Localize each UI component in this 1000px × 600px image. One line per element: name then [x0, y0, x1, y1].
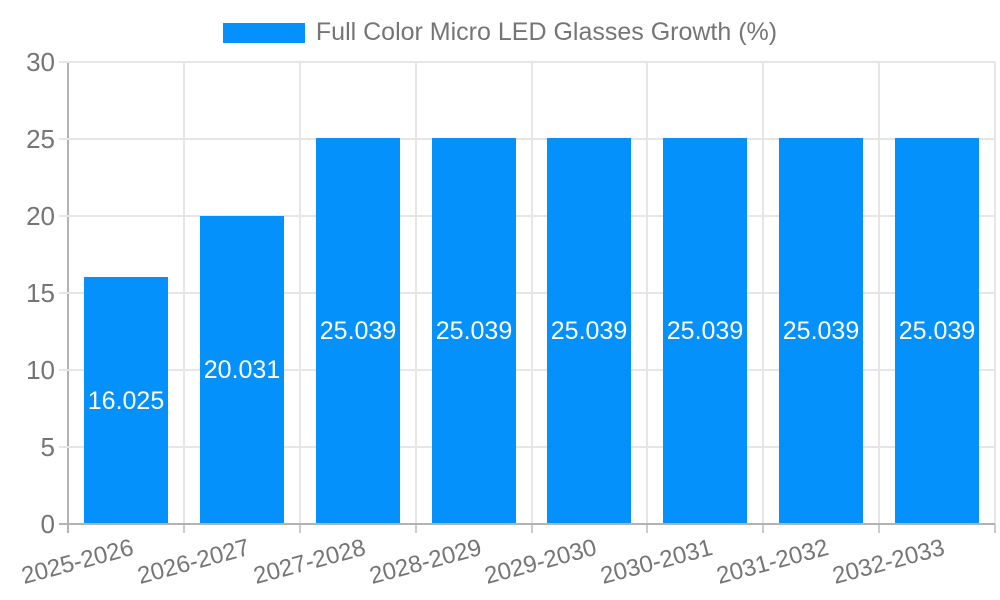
y-axis-tick: [59, 292, 68, 294]
bar[interactable]: [663, 138, 747, 524]
bar-value-label: 25.039: [898, 317, 976, 345]
x-axis-tick: [878, 524, 880, 533]
bar[interactable]: [547, 138, 631, 524]
bar[interactable]: [84, 277, 168, 524]
x-tick-label: 2026-2027: [134, 534, 253, 590]
y-axis-tick: [59, 61, 68, 63]
bar-value-label: 25.039: [319, 317, 397, 345]
bar-value-label: 25.039: [435, 317, 513, 345]
bar-value-label: 25.039: [550, 317, 628, 345]
y-tick-label: 0: [40, 509, 55, 539]
y-tick-label: 20: [26, 201, 55, 231]
x-tick-label: 2032-2033: [829, 534, 948, 590]
bar[interactable]: [316, 138, 400, 524]
y-axis-tick: [59, 369, 68, 371]
x-tick-label: 2025-2026: [18, 534, 137, 590]
y-axis-tick: [59, 446, 68, 448]
bar[interactable]: [200, 216, 284, 524]
x-axis-line: [68, 523, 995, 525]
bar[interactable]: [895, 138, 979, 524]
legend-swatch: [222, 22, 305, 43]
x-tick-label: 2029-2030: [481, 534, 600, 590]
y-tick-label: 30: [26, 47, 55, 77]
x-tick-label: 2030-2031: [597, 534, 716, 590]
bar-value-label: 16.025: [87, 387, 165, 415]
x-axis-tick: [415, 524, 417, 533]
horizontal-gridline: [68, 61, 995, 63]
x-axis-tick: [646, 524, 648, 533]
legend-label: Full Color Micro LED Glasses Growth (%): [315, 18, 778, 46]
bar[interactable]: [779, 138, 863, 524]
horizontal-gridline: [68, 292, 995, 294]
horizontal-gridline: [68, 215, 995, 217]
x-axis-tick: [299, 524, 301, 533]
bar-value-label: 20.031: [203, 356, 281, 384]
bar[interactable]: [432, 138, 516, 524]
vertical-gridline: [994, 62, 996, 524]
x-axis-tick: [67, 524, 69, 533]
horizontal-gridline: [68, 138, 995, 140]
bar-value-label: 25.039: [782, 317, 860, 345]
y-tick-label: 15: [26, 278, 55, 308]
x-tick-label: 2027-2028: [250, 534, 369, 590]
x-axis-tick: [531, 524, 533, 533]
x-axis-tick: [183, 524, 185, 533]
y-tick-label: 5: [40, 432, 55, 462]
x-tick-label: 2031-2032: [713, 534, 832, 590]
y-axis-tick: [59, 523, 68, 525]
y-tick-label: 25: [26, 124, 55, 154]
y-axis-tick: [59, 138, 68, 140]
x-axis-tick: [994, 524, 996, 533]
horizontal-gridline: [68, 446, 995, 448]
bar-value-label: 25.039: [666, 317, 744, 345]
x-axis-tick: [762, 524, 764, 533]
x-tick-label: 2028-2029: [366, 534, 485, 590]
y-axis-tick: [59, 215, 68, 217]
legend-item[interactable]: Full Color Micro LED Glasses Growth (%): [0, 18, 1000, 47]
y-tick-label: 10: [26, 355, 55, 385]
horizontal-gridline: [68, 369, 995, 371]
